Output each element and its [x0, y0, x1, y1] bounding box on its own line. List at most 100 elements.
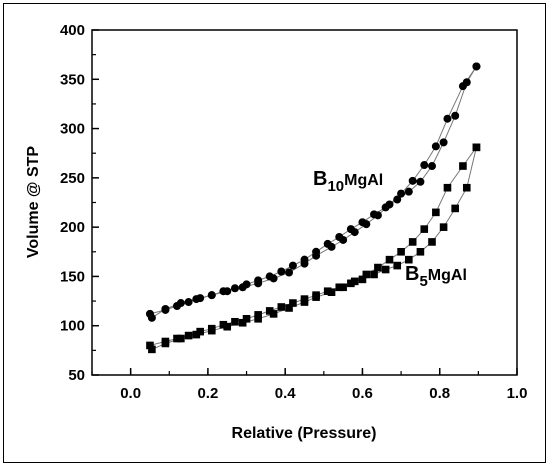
data-point-b5mgal — [339, 283, 347, 292]
data-point-b10mgal — [207, 291, 216, 300]
x-tick-label: 0.0 — [120, 385, 141, 402]
y-tick-label: 50 — [68, 367, 85, 384]
data-point-b10mgal — [230, 284, 239, 293]
series-label-b10mgal-rest: MgAl — [344, 172, 383, 189]
data-point-b5mgal — [223, 322, 232, 331]
data-point-b5mgal — [443, 183, 452, 192]
data-point-b10mgal — [428, 162, 436, 171]
data-point-b5mgal — [323, 287, 332, 296]
data-point-b10mgal — [408, 176, 417, 185]
data-point-b5mgal — [184, 331, 193, 340]
data-point-b10mgal — [439, 138, 448, 147]
data-point-b10mgal — [381, 203, 390, 212]
data-point-b5mgal — [269, 310, 278, 318]
data-point-b5mgal — [161, 337, 170, 346]
data-point-b10mgal — [196, 294, 205, 303]
data-point-b10mgal — [145, 309, 154, 318]
x-tick-label: 1.0 — [507, 385, 528, 402]
data-point-b5mgal — [335, 283, 344, 292]
data-point-b5mgal — [381, 265, 390, 274]
data-point-b5mgal — [300, 295, 309, 303]
data-point-b5mgal — [362, 270, 371, 279]
data-point-b10mgal — [335, 233, 344, 241]
data-point-b5mgal — [451, 204, 459, 213]
data-point-b5mgal — [289, 299, 297, 307]
data-point-b5mgal — [173, 334, 181, 343]
data-point-b5mgal — [462, 183, 471, 192]
x-tick-label: 0.4 — [275, 385, 297, 402]
y-tick-label: 200 — [60, 219, 85, 236]
data-point-b5mgal — [428, 238, 436, 246]
data-point-b10mgal — [370, 210, 379, 219]
series-points — [145, 62, 481, 354]
data-point-b10mgal — [323, 239, 332, 248]
data-point-b5mgal — [146, 341, 154, 350]
series-label-b10mgal-sub: 10 — [327, 178, 344, 195]
y-tick-label: 150 — [60, 268, 85, 285]
series-label-b10mgal: B10MgAl — [313, 168, 383, 195]
data-point-b5mgal — [265, 307, 274, 315]
x-tick-label: 0.8 — [429, 385, 450, 402]
data-point-b5mgal — [238, 318, 247, 327]
data-point-b10mgal — [242, 280, 251, 289]
y-tick-label: 350 — [60, 71, 85, 88]
data-point-b5mgal — [312, 291, 320, 299]
data-point-b10mgal — [462, 78, 471, 87]
data-point-b10mgal — [404, 187, 413, 196]
data-point-b5mgal — [393, 261, 402, 270]
plot-area — [91, 29, 518, 376]
x-tick-label: 0.2 — [197, 385, 218, 402]
data-point-b5mgal — [177, 334, 185, 343]
x-tick-label: 0.6 — [352, 385, 373, 402]
data-point-b5mgal — [148, 345, 156, 354]
data-point-b10mgal — [265, 272, 274, 281]
data-point-b5mgal — [196, 327, 204, 336]
series-label-b10mgal-main: B — [313, 168, 327, 190]
data-point-b5mgal — [242, 315, 251, 323]
data-point-b5mgal — [277, 303, 286, 311]
data-point-b5mgal — [370, 270, 378, 279]
data-point-b5mgal — [416, 247, 425, 256]
data-point-b10mgal — [420, 161, 429, 170]
data-point-b5mgal — [397, 247, 405, 256]
data-point-b5mgal — [432, 208, 440, 217]
data-point-b10mgal — [431, 142, 440, 151]
data-point-b5mgal — [219, 320, 228, 329]
data-point-b10mgal — [288, 261, 297, 270]
data-point-b5mgal — [408, 238, 417, 246]
series-label-b5mgal-rest: MgAl — [428, 267, 467, 284]
data-point-b5mgal — [358, 275, 367, 284]
data-point-b10mgal — [161, 305, 170, 314]
y-axis-title: Volume @ STP — [25, 146, 42, 259]
data-point-b5mgal — [347, 279, 355, 288]
data-point-b5mgal — [254, 311, 262, 319]
x-axis-title: Relative (Pressure) — [232, 425, 377, 442]
data-point-b10mgal — [184, 298, 193, 307]
data-point-b10mgal — [219, 287, 228, 296]
data-point-b5mgal — [439, 223, 448, 231]
data-point-b10mgal — [358, 218, 367, 227]
y-tick-label: 400 — [60, 22, 85, 39]
data-point-b10mgal — [300, 255, 309, 264]
data-point-b10mgal — [393, 195, 402, 204]
data-point-b10mgal — [254, 276, 263, 285]
data-point-b10mgal — [285, 268, 294, 277]
y-axis-ticks: 50 100 150 200 250 300 350 400 — [60, 22, 99, 384]
data-point-b5mgal — [254, 315, 262, 323]
data-point-b5mgal — [207, 324, 216, 333]
data-point-b5mgal — [459, 162, 467, 170]
series-label-b5mgal-main: B — [405, 263, 419, 285]
data-point-b10mgal — [443, 114, 452, 123]
data-point-b5mgal — [327, 288, 336, 296]
data-point-b10mgal — [397, 189, 406, 198]
data-point-b5mgal — [285, 304, 293, 312]
data-point-b5mgal — [405, 255, 413, 264]
data-point-b5mgal — [374, 263, 382, 272]
y-tick-label: 300 — [60, 121, 85, 138]
data-point-b10mgal — [173, 302, 181, 310]
data-point-b10mgal — [416, 177, 425, 186]
data-point-b5mgal — [472, 143, 481, 152]
data-point-b10mgal — [312, 247, 321, 256]
data-point-b5mgal — [385, 255, 394, 264]
